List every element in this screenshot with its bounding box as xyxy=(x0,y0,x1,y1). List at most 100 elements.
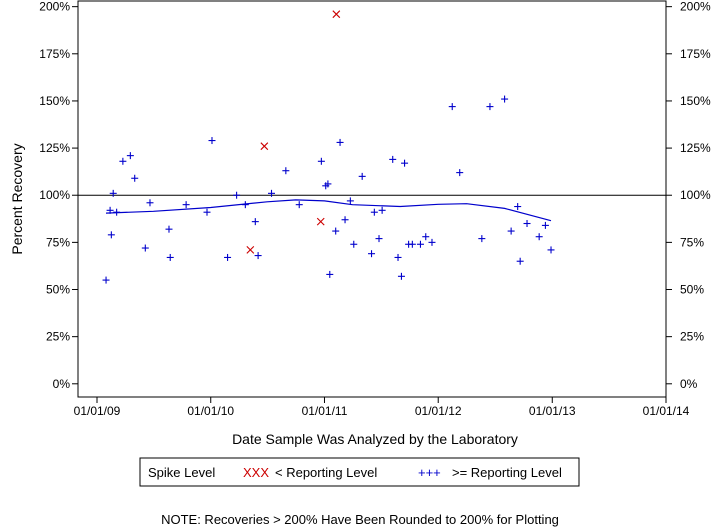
x-tick-label: 01/01/12 xyxy=(415,404,462,418)
point-below-reporting xyxy=(246,246,255,254)
point-above-reporting xyxy=(233,191,241,199)
point-above-reporting xyxy=(416,240,424,248)
point-above-reporting xyxy=(106,206,114,214)
y-tick-label-right: 75% xyxy=(680,235,704,249)
point-above-reporting xyxy=(408,240,416,248)
point-above-reporting xyxy=(368,250,376,258)
point-above-reporting xyxy=(394,253,402,261)
legend-label-above: >= Reporting Level xyxy=(452,465,562,480)
point-above-reporting xyxy=(422,233,430,241)
point-above-reporting xyxy=(336,138,344,146)
legend-symbol-above: +++ xyxy=(418,465,441,480)
x-tick-label: 01/01/13 xyxy=(529,404,576,418)
x-tick-label: 01/01/14 xyxy=(643,404,690,418)
y-tick-label: 50% xyxy=(46,283,70,297)
point-below-reporting xyxy=(316,217,325,226)
y-tick-label-right: 0% xyxy=(680,377,698,391)
point-above-reporting xyxy=(131,174,139,182)
point-above-reporting xyxy=(146,199,154,207)
plot-frame xyxy=(77,0,667,398)
point-above-reporting xyxy=(541,221,549,229)
point-above-reporting xyxy=(113,208,121,216)
point-below-reporting xyxy=(260,142,269,151)
y-tick-label-right: 150% xyxy=(680,94,711,108)
point-above-reporting xyxy=(182,201,190,209)
legend-symbol-below: XXX xyxy=(243,465,269,480)
point-above-reporting xyxy=(107,231,115,239)
y-tick-label: 75% xyxy=(46,235,70,249)
smooth-trend-line xyxy=(105,199,552,222)
point-above-reporting xyxy=(448,103,456,111)
point-above-reporting xyxy=(203,208,211,216)
point-above-reporting xyxy=(358,172,366,180)
y-tick-label-right: 25% xyxy=(680,330,704,344)
y-axis-right: 0% 25% 50% 75% 100% 125% 150% 175% 200% xyxy=(666,0,711,391)
x-tick-label: 01/01/09 xyxy=(74,404,121,418)
point-above-reporting xyxy=(547,246,555,254)
point-above-reporting xyxy=(378,206,386,214)
point-above-reporting xyxy=(317,157,325,165)
y-tick-label: 175% xyxy=(39,47,70,61)
point-below-reporting xyxy=(332,10,341,19)
point-above-reporting xyxy=(507,227,515,235)
point-above-reporting xyxy=(165,225,173,233)
y-tick-label: 25% xyxy=(46,330,70,344)
point-above-reporting xyxy=(346,197,354,205)
point-above-reporting xyxy=(141,244,149,252)
y-axis: 0% 25% 50% 75% 100% 125% 150% 175% 200% xyxy=(39,0,78,391)
point-above-reporting xyxy=(324,180,332,188)
point-above-reporting xyxy=(401,159,409,167)
point-above-reporting xyxy=(332,227,340,235)
point-above-reporting xyxy=(397,272,405,280)
point-above-reporting xyxy=(241,201,249,209)
y-tick-label-right: 50% xyxy=(680,283,704,297)
point-above-reporting xyxy=(456,169,464,177)
y-tick-label-right: 125% xyxy=(680,141,711,155)
y-tick-label: 100% xyxy=(39,188,70,202)
x-tick-label: 01/01/10 xyxy=(187,404,234,418)
x-axis-title: Date Sample Was Analyzed by the Laborato… xyxy=(232,431,518,447)
point-above-reporting xyxy=(350,240,358,248)
point-above-reporting xyxy=(109,189,117,197)
point-above-reporting xyxy=(478,235,486,243)
y-tick-label: 0% xyxy=(53,377,71,391)
point-above-reporting xyxy=(523,220,531,228)
y-tick-label: 125% xyxy=(39,141,70,155)
point-above-reporting xyxy=(102,276,110,284)
point-above-reporting xyxy=(268,189,276,197)
point-above-reporting xyxy=(208,137,216,145)
y-tick-label: 150% xyxy=(39,94,70,108)
point-above-reporting xyxy=(389,155,397,163)
legend-label-below: < Reporting Level xyxy=(275,465,377,480)
y-axis-title: Percent Recovery xyxy=(9,143,25,254)
y-tick-label-right: 100% xyxy=(680,188,711,202)
point-above-reporting xyxy=(295,201,303,209)
note-text: NOTE: Recoveries > 200% Have Been Rounde… xyxy=(161,512,559,527)
legend-box xyxy=(139,457,580,487)
point-above-reporting xyxy=(126,152,134,160)
point-above-reporting xyxy=(119,157,127,165)
y-tick-label-right: 175% xyxy=(680,47,711,61)
point-above-reporting xyxy=(501,95,509,103)
point-above-reporting xyxy=(516,257,524,265)
point-above-reporting xyxy=(535,233,543,241)
point-above-reporting xyxy=(486,103,494,111)
x-axis: 01/01/09 01/01/10 01/01/11 01/01/12 01/01/13… xyxy=(74,397,690,418)
point-above-reporting xyxy=(254,252,262,260)
point-above-reporting xyxy=(514,203,522,211)
point-above-reporting xyxy=(326,270,334,278)
legend-title: Spike Level xyxy=(148,465,215,480)
legend: Spike Level XXX < Reporting Level +++ >=… xyxy=(139,457,580,487)
point-above-reporting xyxy=(375,235,383,243)
y-tick-label-right: 200% xyxy=(680,0,711,14)
point-above-reporting xyxy=(166,253,174,261)
point-above-reporting xyxy=(370,208,378,216)
point-above-reporting xyxy=(282,167,290,175)
y-tick-label: 200% xyxy=(39,0,70,14)
point-above-reporting xyxy=(251,218,259,226)
point-above-reporting xyxy=(428,238,436,246)
x-tick-label: 01/01/11 xyxy=(302,404,348,418)
point-above-reporting xyxy=(341,216,349,224)
data-points xyxy=(102,10,555,284)
